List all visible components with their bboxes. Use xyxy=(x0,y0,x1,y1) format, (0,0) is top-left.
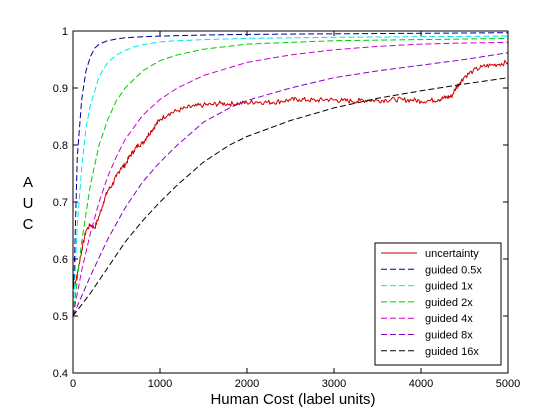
x-tick-label: 1000 xyxy=(148,378,172,390)
y-tick-label: 0.5 xyxy=(53,311,68,323)
legend-label-guided-1x: guided 1x xyxy=(425,281,473,293)
legend-label-uncertainty: uncertainty xyxy=(425,248,479,260)
legend-label-guided-8x: guided 8x xyxy=(425,330,473,342)
y-axis-title-letter-u: U xyxy=(23,195,34,212)
y-axis-title-letter-a: A xyxy=(23,174,33,191)
tick-layer: 0 1000 2000 3000 4000 5000 0.4 0.5 0.6 0.7 0.8 0.9 1 xyxy=(53,26,521,390)
legend-label-guided-2x: guided 2x xyxy=(425,297,473,309)
series-line-guided-0-5x xyxy=(72,32,509,317)
x-tick-label: 3000 xyxy=(322,378,346,390)
y-tick-label: 0.9 xyxy=(53,83,68,95)
series-layer xyxy=(72,32,509,317)
series-line-uncertainty xyxy=(72,60,509,287)
x-tick-label: 5000 xyxy=(496,378,520,390)
series-line-guided-1x xyxy=(72,35,509,317)
x-tick-label: 4000 xyxy=(409,378,433,390)
series-line-guided-16x xyxy=(72,77,509,317)
legend-label-guided-0-5x: guided 0.5x xyxy=(425,264,482,276)
legend-box xyxy=(374,242,502,366)
y-tick-label: 0.8 xyxy=(53,140,68,152)
x-tick-label: 2000 xyxy=(235,378,259,390)
x-tick-label: 0 xyxy=(70,378,76,390)
y-axis-title-letter-c: C xyxy=(23,216,34,233)
legend-label-guided-16x: guided 16x xyxy=(425,346,479,358)
y-tick-label: 0.4 xyxy=(53,368,68,380)
legend-label-guided-4x: guided 4x xyxy=(425,313,473,325)
series-line-guided-2x xyxy=(72,37,509,317)
y-tick-label: 1 xyxy=(62,26,68,38)
x-axis-title: Human Cost (label units) xyxy=(210,391,375,408)
series-line-guided-8x xyxy=(72,52,509,317)
y-tick-label: 0.7 xyxy=(53,197,68,209)
legend: uncertainty guided 0.5x guided 1x guided 2x… xyxy=(374,242,502,366)
series-line-guided-4x xyxy=(72,41,509,317)
y-tick-label: 0.6 xyxy=(53,254,68,266)
